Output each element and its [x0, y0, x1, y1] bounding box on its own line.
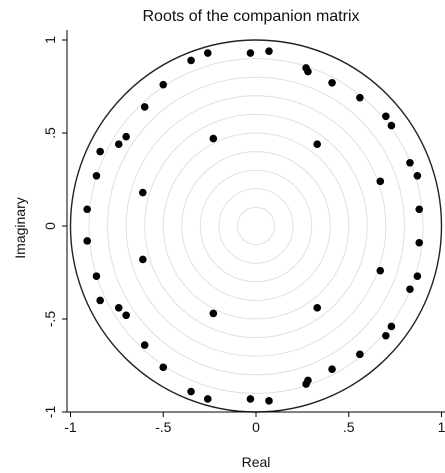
- root-point: [140, 341, 149, 349]
- root-point: [187, 387, 195, 396]
- root-point: [187, 56, 195, 65]
- root-point: [122, 311, 130, 320]
- root-point: [246, 395, 255, 403]
- reference-ring: [88, 58, 424, 394]
- root-point: [376, 266, 385, 275]
- x-axis-title: Real: [242, 454, 271, 470]
- root-point: [203, 49, 212, 57]
- root-point: [387, 121, 396, 130]
- reference-ring: [181, 151, 331, 301]
- root-point: [203, 395, 212, 403]
- root-point: [415, 238, 424, 247]
- data-points: [83, 47, 424, 405]
- root-point: [406, 158, 414, 167]
- x-tick-label: .5: [343, 419, 355, 435]
- axes: -1 -.5 0 .5 1 -1 -.5 0 .5 1: [42, 30, 445, 435]
- root-point: [265, 47, 273, 55]
- root-point: [159, 363, 168, 372]
- root-point: [140, 103, 149, 111]
- root-point: [382, 331, 390, 340]
- root-point: [209, 309, 218, 318]
- root-point: [328, 365, 336, 374]
- reference-rings: [88, 58, 424, 394]
- reference-ring: [125, 95, 387, 357]
- root-point: [413, 171, 422, 180]
- root-point: [139, 255, 147, 264]
- y-tick-label: 1: [42, 36, 58, 44]
- y-tick-label: -.5: [42, 311, 58, 328]
- root-point: [304, 67, 312, 76]
- chart-title: Roots of the companion matrix: [143, 8, 360, 25]
- y-tick-label: -1: [42, 406, 58, 419]
- root-point: [356, 350, 364, 359]
- root-point: [83, 237, 91, 245]
- y-tick-label: .5: [42, 127, 58, 139]
- root-point: [114, 140, 123, 148]
- root-point: [313, 140, 322, 148]
- root-point: [114, 304, 123, 312]
- reference-ring: [162, 132, 350, 320]
- root-point: [96, 147, 104, 156]
- y-tick-label: 0: [42, 222, 58, 230]
- root-point: [387, 322, 396, 331]
- root-point: [328, 78, 336, 87]
- root-point: [122, 132, 130, 141]
- y-axis-title: Imaginary: [12, 197, 28, 258]
- x-tick-label: 0: [252, 419, 260, 435]
- root-point: [356, 93, 364, 102]
- root-point: [302, 380, 310, 388]
- root-point: [265, 397, 273, 405]
- root-point: [413, 272, 422, 281]
- x-tick-label: -.5: [155, 419, 172, 435]
- root-point: [92, 171, 101, 180]
- root-point: [92, 272, 101, 281]
- reference-ring: [218, 188, 294, 264]
- root-point: [313, 304, 322, 312]
- root-point: [415, 205, 424, 214]
- root-point: [376, 177, 385, 186]
- x-tick-label: 1: [438, 419, 445, 435]
- x-tick-label: -1: [64, 419, 77, 435]
- root-point: [246, 49, 255, 57]
- root-point: [159, 80, 168, 89]
- root-point: [96, 296, 104, 305]
- reference-ring: [144, 113, 368, 339]
- root-point: [406, 285, 414, 294]
- root-point: [382, 112, 390, 121]
- root-point: [83, 205, 91, 214]
- reference-ring: [199, 169, 313, 283]
- reference-ring: [107, 76, 405, 376]
- root-point: [139, 188, 147, 197]
- root-point: [209, 134, 218, 143]
- reference-ring: [236, 206, 276, 246]
